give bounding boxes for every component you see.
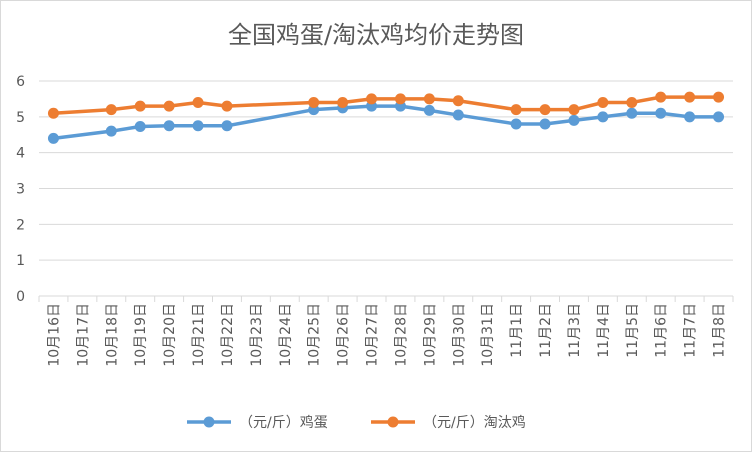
- data-point: [134, 121, 146, 133]
- data-point: [568, 114, 580, 126]
- data-point: [684, 91, 696, 103]
- data-point: [452, 95, 464, 107]
- data-point: [192, 120, 204, 132]
- data-point: [597, 97, 609, 108]
- x-tick-label: 10月30日: [451, 303, 467, 367]
- data-point: [221, 100, 233, 112]
- x-tick-label: 10月22日: [220, 303, 236, 367]
- y-tick-label: 2: [16, 217, 25, 233]
- data-point: [105, 104, 117, 116]
- x-tick-label: 11月2日: [538, 303, 554, 358]
- legend-label: （元/斤）淘汰鸡: [423, 414, 526, 431]
- data-point: [655, 107, 667, 119]
- data-point: [684, 111, 696, 123]
- series-line: [51, 104, 721, 141]
- x-axis: [38, 295, 734, 302]
- x-tick-label: 10月23日: [249, 303, 265, 367]
- x-tick-label: 10月17日: [75, 303, 91, 367]
- chart-title: 全国鸡蛋/淘汰鸡均价走势图: [228, 21, 524, 49]
- x-tick-label: 11月8日: [712, 303, 728, 358]
- legend-item: （元/斤）淘汰鸡: [371, 414, 526, 431]
- data-point: [597, 111, 609, 123]
- x-tick-label: 10月24日: [278, 303, 294, 367]
- data-point: [221, 120, 233, 132]
- data-point: [134, 100, 146, 112]
- data-point: [510, 118, 522, 130]
- data-point: [713, 91, 725, 103]
- data-point: [568, 104, 580, 116]
- data-point: [655, 91, 667, 103]
- data-point: [308, 97, 320, 108]
- legend-item: （元/斤）鸡蛋: [187, 414, 328, 431]
- x-tick-label: 11月5日: [625, 303, 641, 358]
- data-point: [626, 97, 638, 108]
- legend-marker: [203, 416, 215, 428]
- x-tick-label: 11月4日: [596, 303, 612, 358]
- x-tick-label: 10月21日: [191, 303, 207, 367]
- y-axis-ticks: 0 1 2 3 4 5 6: [16, 74, 25, 305]
- data-point: [47, 132, 59, 144]
- x-tick-label: 11月7日: [683, 303, 699, 358]
- x-tick-label: 10月20日: [162, 303, 178, 367]
- data-point: [626, 107, 638, 119]
- y-tick-label: 4: [16, 146, 25, 162]
- x-tick-label: 10月31日: [480, 303, 496, 367]
- x-tick-label: 11月1日: [509, 303, 525, 358]
- data-point: [192, 97, 204, 108]
- data-point: [163, 120, 175, 132]
- series-1: [47, 91, 725, 119]
- gridlines: [39, 80, 733, 261]
- data-point: [539, 118, 551, 130]
- x-tick-label: 10月18日: [104, 303, 120, 367]
- x-tick-label: 10月16日: [46, 303, 62, 367]
- y-tick-label: 1: [16, 253, 25, 269]
- y-tick-label: 3: [16, 182, 25, 198]
- legend: （元/斤）鸡蛋 （元/斤）淘汰鸡: [187, 414, 526, 431]
- data-point: [452, 109, 464, 121]
- data-point: [394, 93, 406, 105]
- y-tick-label: 5: [16, 110, 25, 126]
- data-point: [423, 93, 435, 105]
- series-lines: [47, 91, 725, 144]
- y-tick-label: 6: [16, 74, 25, 90]
- x-tick-label: 10月19日: [133, 303, 149, 367]
- x-tick-label: 10月28日: [393, 303, 409, 367]
- data-point: [539, 104, 551, 116]
- x-axis-ticks: 10月16日 10月17日 10月18日 10月19日 10月20日 10月21日 10月2…: [46, 303, 727, 367]
- x-tick-label: 10月25日: [307, 303, 323, 367]
- data-point: [337, 97, 349, 108]
- data-point: [366, 93, 378, 105]
- data-point: [423, 104, 435, 116]
- x-tick-label: 10月27日: [365, 303, 381, 367]
- legend-label: （元/斤）鸡蛋: [239, 414, 328, 431]
- data-point: [163, 100, 175, 112]
- legend-marker: [387, 416, 399, 428]
- data-point: [510, 104, 522, 116]
- y-tick-label: 0: [16, 289, 25, 305]
- x-tick-label: 10月26日: [336, 303, 352, 367]
- data-point: [713, 111, 725, 123]
- data-point: [105, 125, 117, 137]
- x-tick-label: 10月29日: [422, 303, 438, 367]
- data-point: [47, 107, 59, 119]
- x-tick-label: 11月3日: [567, 303, 583, 358]
- x-tick-label: 11月6日: [654, 303, 670, 358]
